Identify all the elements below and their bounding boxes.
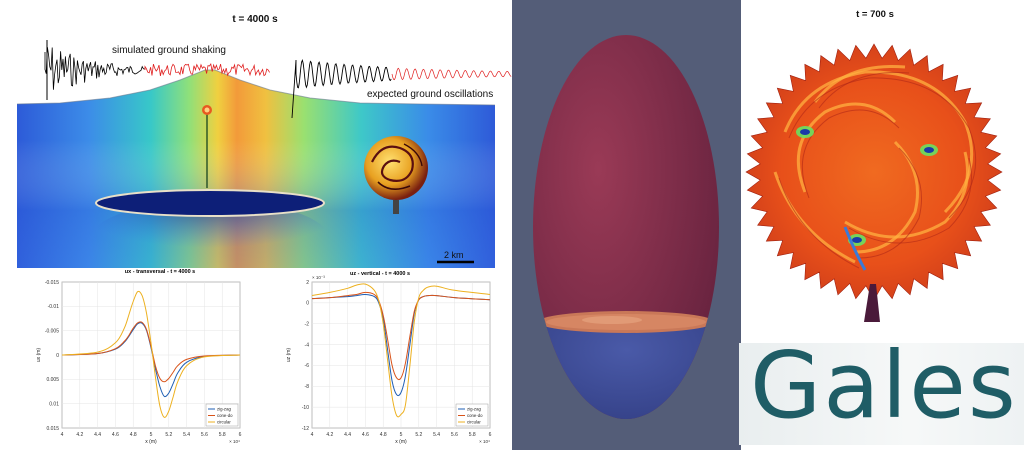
swirl-shadow: [848, 157, 972, 244]
swirl-shadow: [801, 109, 900, 199]
legend-entry: zig-zag: [217, 407, 231, 412]
y-tick-label: -0.005: [45, 328, 59, 334]
x-tick-label: 5.8: [469, 432, 476, 438]
legend-entry: zig-zag: [467, 407, 481, 412]
y-axis-label: uz (m): [286, 348, 292, 363]
volcano-cross-section: [16, 69, 496, 280]
seismo-expected-red: [391, 67, 512, 81]
right-figure-title: t = 700 s: [856, 9, 894, 20]
simulated-shaking-label: simulated ground shaking: [112, 45, 226, 56]
disc-stem: [864, 284, 880, 322]
series-line-circular: [311, 283, 491, 418]
x-axis-label: x (m): [145, 439, 157, 445]
x-tick-label: 6: [239, 432, 242, 438]
swirl-shadow: [818, 71, 910, 109]
series-line-cone-do: [311, 291, 491, 381]
x-axis-label: x (m): [395, 439, 407, 445]
x-tick-label: 5.4: [433, 432, 440, 438]
x-tick-label: 4: [61, 432, 64, 438]
seismogram-traces: [44, 40, 512, 119]
vortex-core: [800, 129, 810, 135]
x-tick-label: 4.2: [326, 432, 333, 438]
y-tick-label: -2: [305, 322, 310, 328]
y-tick-label: -8: [305, 384, 310, 390]
x-tick-label: 4.4: [344, 432, 351, 438]
y-tick-label: 0: [306, 301, 309, 307]
x-tick-label: 4.8: [130, 432, 137, 438]
y-axis-label: ux (m): [36, 348, 42, 363]
main-figure-title: t = 4000 s: [232, 14, 278, 25]
vortex-core: [924, 147, 934, 153]
disc-body: [745, 43, 1003, 301]
x-tick-label: 6: [489, 432, 492, 438]
x-tick-label: 5.6: [451, 432, 458, 438]
legend-entry: circular: [467, 420, 481, 425]
plume-streak: [843, 226, 867, 271]
chart-uz-vertical: 4 4.2 4.4 4.6 4.8 5 5.2 5.4 5.6 5.8 6 2 0 -2 -4 -6 -8 -10…: [286, 275, 492, 445]
x-tick-label: 4.4: [94, 432, 101, 438]
y-tick-label: -0.01: [48, 304, 60, 310]
y-tick-label: 0.01: [49, 401, 59, 407]
x-tick-label: 5: [150, 432, 153, 438]
chart-ux-title: ux - transversal - t = 4000 s: [124, 269, 196, 275]
swirl-streak: [844, 151, 969, 239]
gales-logo: Gales: [750, 332, 1018, 439]
y-tick-label: 0.015: [46, 426, 59, 432]
gales-logo-background: [739, 343, 1024, 445]
series-line-circular: [61, 290, 241, 418]
x-tick-label: 4.6: [362, 432, 369, 438]
seismo-expected-black: [291, 58, 392, 119]
x-tick-label: 5.6: [201, 432, 208, 438]
swirl-shadow: [858, 147, 922, 259]
chamber-3d-render: [533, 35, 719, 419]
x-tick-label: 4: [311, 432, 314, 438]
x-tick-label: 4.6: [112, 432, 119, 438]
legend-entry: circular: [217, 420, 231, 425]
y-tick-label: -4: [305, 342, 310, 348]
chamber-inset-globe: [364, 136, 428, 214]
x-tick-label: 5.2: [415, 432, 422, 438]
swirl-shadow: [788, 77, 977, 219]
swirl-streak: [783, 70, 974, 214]
x-multiplier-label: × 10⁴: [229, 439, 240, 444]
chart-ux-transversal: 4 4.2 4.4 4.6 4.8 5 5.2 5.4 5.6 5.8 6 -0.015 -0.01 -0…: [36, 280, 242, 445]
x-tick-label: 5.8: [219, 432, 226, 438]
swirl-streak: [813, 64, 906, 103]
y-tick-label: 2: [306, 280, 309, 286]
x-tick-label: 5.2: [165, 432, 172, 438]
swirl-shadow: [778, 177, 860, 269]
y-multiplier-label: × 10⁻³: [312, 275, 325, 280]
legend-entry: cone-do: [217, 413, 233, 418]
legend-entry: cone-do: [467, 413, 483, 418]
y-tick-label: 0.005: [46, 377, 59, 383]
y-tick-label: 0: [56, 353, 59, 359]
turbulence-disc: [745, 43, 1003, 322]
x-tick-label: 4.2: [76, 432, 83, 438]
x-multiplier-label: × 10⁴: [479, 439, 490, 444]
x-tick-label: 5.4: [183, 432, 190, 438]
scale-bar-label: 2 km: [444, 250, 464, 260]
y-tick-label: -0.015: [45, 280, 59, 286]
y-tick-label: -12: [302, 426, 309, 432]
y-tick-label: -10: [302, 405, 309, 411]
swirl-streak: [796, 102, 897, 193]
y-tick-label: -6: [305, 363, 310, 369]
x-tick-label: 5: [400, 432, 403, 438]
swirl-streak: [773, 171, 856, 264]
expected-oscillations-label: expected ground oscillations: [367, 89, 494, 100]
vortex-core: [852, 237, 862, 243]
seismo-simulated-black: [44, 47, 145, 90]
chart-uz-title: uz - vertical - t = 4000 s: [349, 271, 411, 277]
seismo-simulated-red: [144, 62, 270, 77]
x-tick-label: 4.8: [380, 432, 387, 438]
